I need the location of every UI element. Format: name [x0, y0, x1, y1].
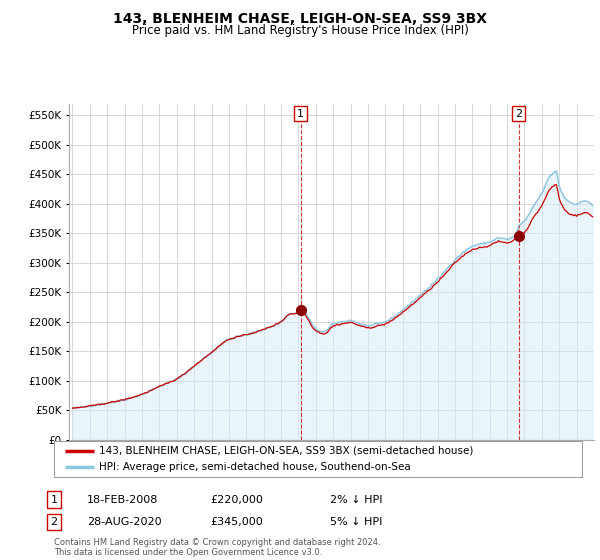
Text: £345,000: £345,000: [210, 517, 263, 527]
Text: 143, BLENHEIM CHASE, LEIGH-ON-SEA, SS9 3BX: 143, BLENHEIM CHASE, LEIGH-ON-SEA, SS9 3…: [113, 12, 487, 26]
Text: Contains HM Land Registry data © Crown copyright and database right 2024.
This d: Contains HM Land Registry data © Crown c…: [54, 538, 380, 557]
Text: 2% ↓ HPI: 2% ↓ HPI: [330, 494, 383, 505]
Text: 18-FEB-2008: 18-FEB-2008: [87, 494, 158, 505]
Text: Price paid vs. HM Land Registry's House Price Index (HPI): Price paid vs. HM Land Registry's House …: [131, 24, 469, 36]
Text: 1: 1: [50, 494, 58, 505]
Text: 2: 2: [50, 517, 58, 527]
Text: £220,000: £220,000: [210, 494, 263, 505]
Text: 1: 1: [297, 109, 304, 119]
Text: 2: 2: [515, 109, 522, 119]
Text: HPI: Average price, semi-detached house, Southend-on-Sea: HPI: Average price, semi-detached house,…: [99, 463, 410, 472]
Text: 143, BLENHEIM CHASE, LEIGH-ON-SEA, SS9 3BX (semi-detached house): 143, BLENHEIM CHASE, LEIGH-ON-SEA, SS9 3…: [99, 446, 473, 455]
Text: 28-AUG-2020: 28-AUG-2020: [87, 517, 161, 527]
Text: 5% ↓ HPI: 5% ↓ HPI: [330, 517, 382, 527]
